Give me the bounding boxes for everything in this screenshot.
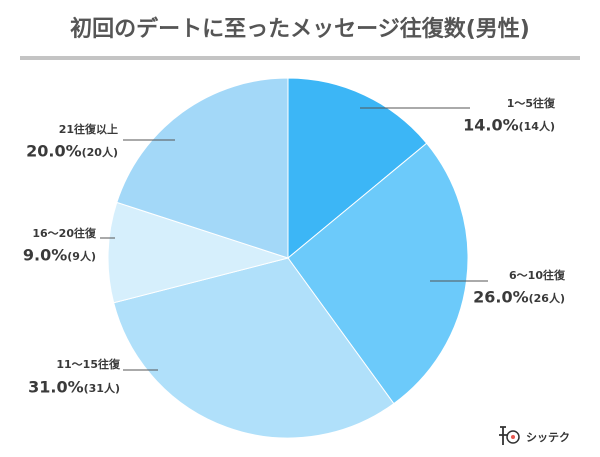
logo-icon [506,430,520,444]
category-label: 11〜15往復 [56,357,121,371]
category-label: 16〜20往復 [32,226,97,240]
count-label: (31人) [84,381,120,395]
logo-icon [511,435,515,439]
pie-slice [116,77,289,259]
count-label: (14人) [519,119,555,133]
value-label: 14.0% [463,116,519,135]
value-label: 26.0% [473,288,529,307]
pie-slice [287,77,428,260]
value-label: 20.0% [26,142,82,161]
value-label: 31.0% [28,378,84,397]
logo-text: シッテク [526,431,570,444]
category-label: 6〜10往復 [509,268,566,282]
pie-slice [113,257,395,439]
chart-title: 初回のデートに至ったメッセージ往復数(男性) [70,16,530,42]
count-label: (26人) [529,291,565,305]
logo-icon [499,426,508,445]
pie-slice [107,201,290,304]
category-label: 1〜5往復 [507,96,556,110]
count-label: (9人) [67,249,96,263]
logo: シッテク [499,426,570,445]
title-underline [20,56,580,60]
count-label: (20人) [82,145,118,159]
category-label: 21往復以上 [59,122,118,136]
value-label: 9.0% [23,246,67,265]
